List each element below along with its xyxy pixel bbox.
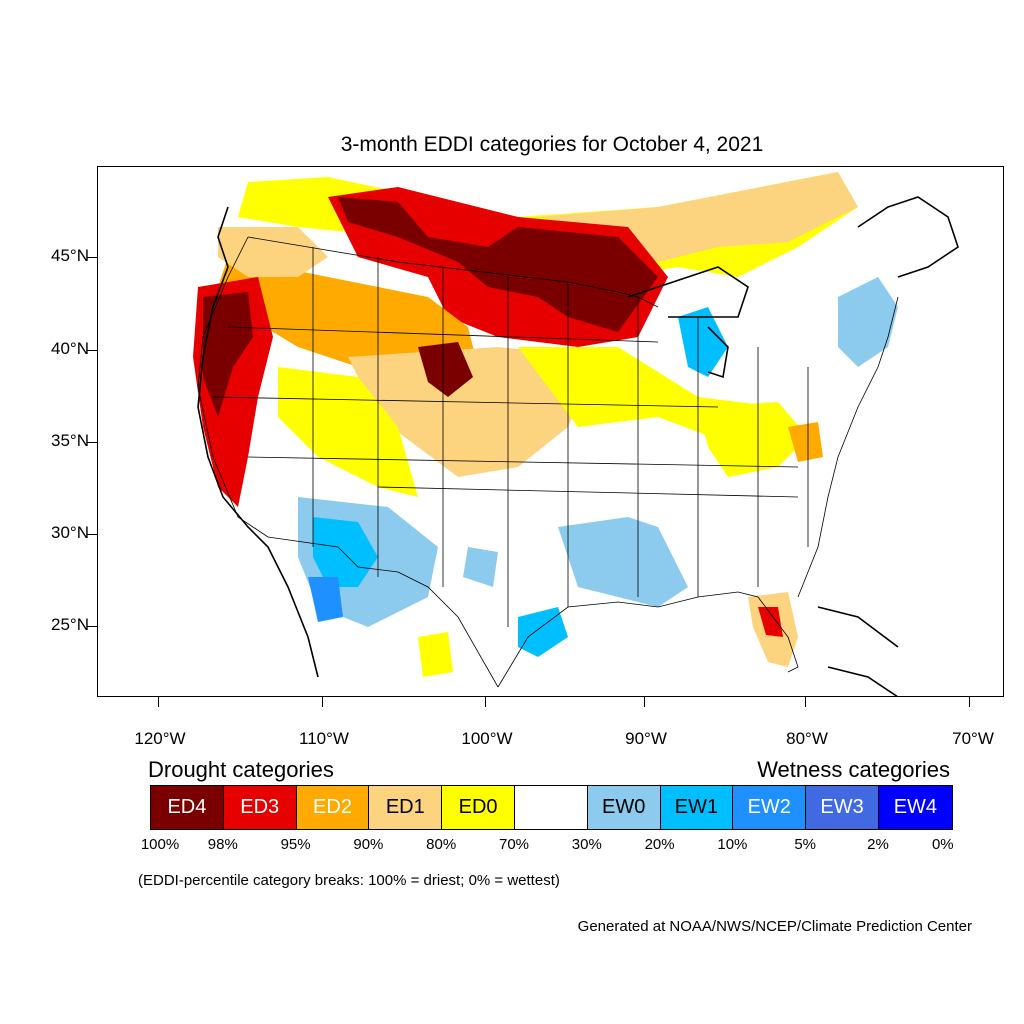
region-texas-ew0: [463, 547, 498, 587]
region-mid-atlantic-ed2: [788, 422, 823, 462]
region-texas-coast-ew1: [518, 607, 568, 657]
lat-label-25: 25°N: [51, 615, 89, 634]
percent-break-label: 10%: [717, 836, 748, 853]
region-canada-ed1: [538, 172, 858, 262]
lon-label-80: 80°W: [786, 729, 828, 748]
legend-swatch-neutral: [514, 786, 588, 829]
legend-swatch-ed1: ED1: [369, 786, 443, 829]
lon-tick-110: [322, 697, 323, 707]
boundaries: [197, 236, 899, 688]
legend-color-bar: ED4 ED3 ED2 ED1 ED0 EW0 EW1 EW2 EW3 EW4: [150, 785, 953, 830]
region-pacific-ed4: [203, 292, 253, 417]
region-mexico-ed0: [418, 632, 453, 677]
lon-tick-70: [969, 697, 970, 707]
legend-swatch-ew3: EW3: [806, 786, 879, 829]
lon-label-100: 100°W: [461, 729, 513, 748]
credit-text: Generated at NOAA/NWS/NCEP/Climate Predi…: [577, 918, 972, 935]
region-southwest-ew1: [313, 517, 378, 587]
percent-break-label: 90%: [353, 836, 384, 853]
percent-break-label: 30%: [571, 836, 602, 853]
legend-swatch-ew2: EW2: [733, 786, 807, 829]
percent-break-label: 95%: [280, 836, 311, 853]
legend-swatch-ed4: ED4: [151, 786, 224, 829]
state-lines-horizontal: [212, 326, 799, 498]
lon-label-110: 110°W: [299, 729, 349, 748]
region-northern-plains-ed4: [338, 197, 658, 332]
coastline-thick: [197, 196, 959, 696]
percent-break-label: 98%: [207, 836, 238, 853]
region-appalachia-ed0: [698, 402, 808, 477]
percent-break-label: 0%: [931, 836, 954, 853]
legend-swatch-ed0: ED0: [442, 786, 515, 829]
lat-tick-30: [87, 534, 97, 535]
lat-tick-35: [87, 442, 97, 443]
legend-swatch-ed3: ED3: [223, 786, 297, 829]
lat-tick-40: [87, 350, 97, 351]
map-title: 3-month EDDI categories for October 4, 2…: [340, 133, 764, 156]
legend-swatch-ed2: ED2: [296, 786, 370, 829]
region-michigan-ew1: [678, 307, 728, 377]
lon-label-90: 90°W: [625, 729, 667, 748]
category-breaks-note: (EDDI-percentile category breaks: 100% =…: [138, 872, 560, 889]
legend-swatch-ew0: EW0: [587, 786, 661, 829]
region-southwest-ew2: [308, 577, 343, 622]
florida-outline: [737, 591, 799, 673]
lat-label-35: 35°N: [51, 431, 89, 450]
region-south-ew0: [558, 517, 688, 607]
lat-label-40: 40°N: [51, 339, 89, 358]
lon-label-70: 70°W: [952, 729, 994, 748]
percent-break-label: 2%: [867, 836, 889, 853]
lat-label-30: 30°N: [51, 523, 89, 542]
region-wyoming-ed4: [418, 342, 473, 397]
lon-tick-120: [158, 697, 159, 707]
lon-tick-80: [805, 697, 806, 707]
region-west-ed2: [218, 257, 478, 382]
legend-swatch-ew4: EW4: [878, 786, 952, 829]
us-canada-border: [247, 236, 659, 308]
map-panel: [97, 166, 1004, 697]
wetness-categories-heading: Wetness categories: [757, 757, 950, 782]
region-central-ed1: [348, 347, 598, 477]
region-northeast-ew0: [838, 277, 898, 367]
us-outline-west: [197, 236, 269, 538]
region-florida-ed3: [758, 607, 783, 637]
percent-break-label: 100%: [140, 836, 180, 853]
lat-tick-45: [87, 257, 97, 258]
percent-break-label: 20%: [644, 836, 675, 853]
legend-swatch-ew1: EW1: [660, 786, 734, 829]
us-mexico-border: [267, 536, 499, 688]
percent-break-label: 70%: [498, 836, 530, 853]
atlantic-coast: [797, 296, 899, 598]
percent-break-label: 80%: [426, 836, 457, 853]
lon-tick-90: [644, 697, 645, 707]
lon-label-120: 120°W: [134, 729, 186, 748]
state-lines-vertical: [312, 247, 809, 627]
lon-tick-100: [485, 697, 486, 707]
lat-tick-25: [87, 626, 97, 627]
eddi-map: [193, 172, 959, 696]
lat-label-45: 45°N: [51, 246, 89, 265]
region-pnw-ed1: [218, 227, 328, 277]
drought-categories-heading: Drought categories: [148, 757, 334, 782]
percent-break-label: 5%: [794, 836, 817, 853]
